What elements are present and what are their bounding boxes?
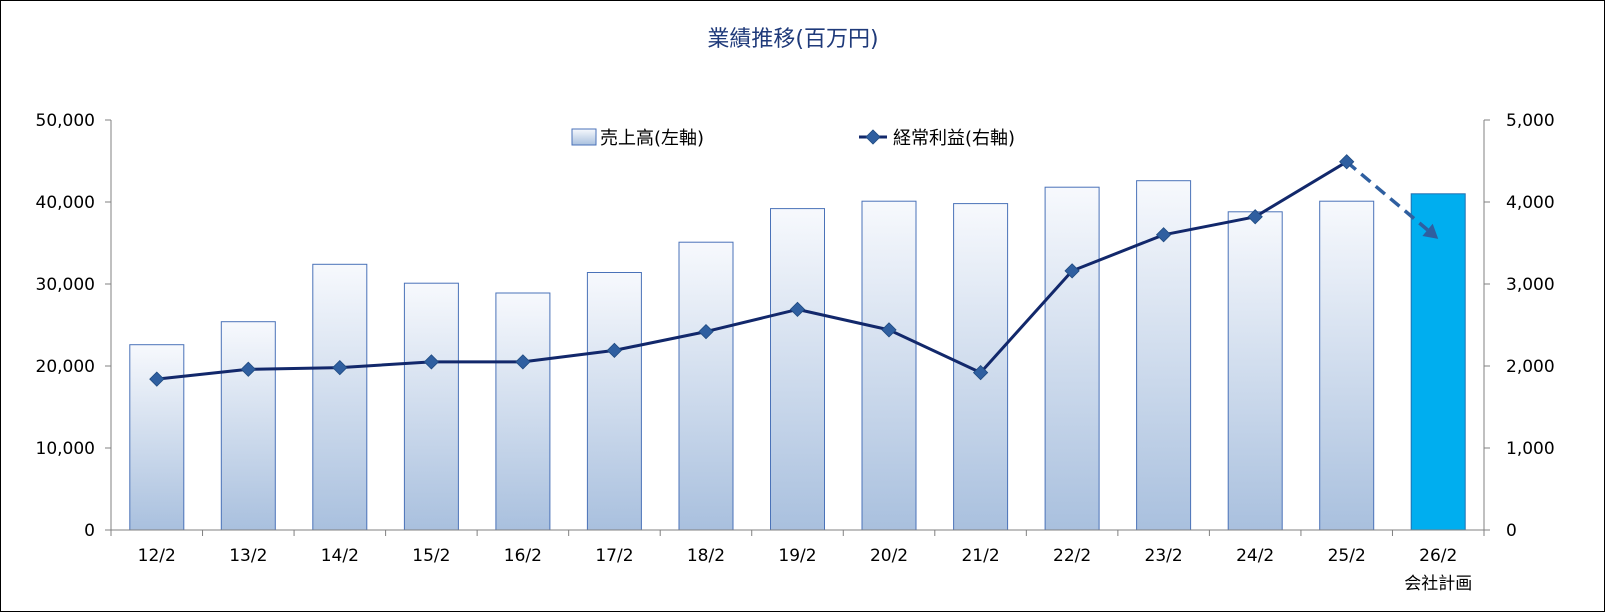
marker-profit-19-2	[789, 301, 806, 318]
bar-sales-22-2	[1044, 186, 1100, 531]
y-left-tick-label: 30,000	[36, 275, 95, 295]
marker-profit-25-2	[1339, 154, 1355, 170]
marker-profit-23-2	[1155, 227, 1172, 243]
x-tick-label: 23/2	[1145, 546, 1183, 566]
legend-swatch-sales	[571, 128, 597, 146]
y-right-tick-label: 3,000	[1506, 275, 1555, 295]
marker-profit-17-2	[606, 342, 623, 359]
marker-profit-15-2	[423, 354, 440, 370]
bar-sales-20-2	[861, 200, 917, 531]
x-tick-label: 26/2	[1419, 546, 1457, 566]
x-tick-label: 21/2	[961, 546, 999, 566]
y-right-tick-label: 4,000	[1506, 193, 1555, 213]
bar-sales-16-2	[495, 292, 551, 531]
x-tick-label: 12/2	[138, 546, 176, 566]
marker-profit-13-2	[240, 361, 256, 377]
chart-title: 業績推移(百万円)	[707, 27, 878, 52]
legend-label-profit: 経常利益(右軸)	[893, 128, 1015, 149]
y-left-tick-label: 0	[84, 521, 95, 541]
x-tick-label: 18/2	[687, 546, 725, 566]
bar-sales-17-2	[586, 272, 642, 531]
x-tick-label: 24/2	[1236, 546, 1274, 566]
marker-profit-24-2	[1247, 209, 1263, 225]
marker-profit-14-2	[332, 359, 348, 376]
bar-sales-18-2	[678, 241, 734, 531]
marker-profit-16-2	[515, 354, 531, 370]
x-tick-label: 19/2	[778, 546, 816, 566]
y-left-tick-label: 20,000	[36, 357, 95, 377]
bar-sales-15-2	[403, 282, 459, 531]
x-tick-label: 15/2	[412, 546, 450, 566]
legend-label-sales: 売上高(左軸)	[600, 128, 704, 149]
marker-profit-21-2	[972, 364, 989, 381]
x-tick-label: 14/2	[321, 546, 359, 566]
marker-profit-18-2	[698, 323, 714, 340]
y-left-tick-label: 40,000	[36, 193, 95, 213]
y-left-tick-label: 50,000	[36, 111, 95, 131]
x-tick-label: 16/2	[504, 546, 542, 566]
x-tick-label: 25/2	[1328, 546, 1366, 566]
legend-swatch-profit-marker	[865, 129, 881, 145]
bar-sales-26-2	[1410, 193, 1466, 531]
marker-profit-20-2	[881, 322, 897, 338]
bar-sales-24-2	[1227, 211, 1283, 531]
y-right-tick-label: 2,000	[1506, 357, 1555, 377]
forecast-arrowhead	[1422, 223, 1439, 239]
line-profit	[156, 160, 1348, 381]
bar-sales-25-2	[1319, 200, 1375, 531]
x-tick-label: 22/2	[1053, 546, 1091, 566]
bar-sales-19-2	[770, 208, 825, 531]
y-left-tick-label: 10,000	[36, 439, 95, 459]
y-right-tick-label: 5,000	[1506, 111, 1555, 131]
x-tick-label: 13/2	[229, 546, 267, 566]
legend: 売上高(左軸) 経常利益(右軸)	[571, 128, 1015, 149]
marker-profit-12-2	[149, 371, 165, 387]
y-right-tick-label: 1,000	[1506, 439, 1555, 459]
x-tick-sublabel: 会社計画	[1404, 574, 1472, 594]
bar-sales-14-2	[312, 263, 368, 531]
x-tick-label: 20/2	[870, 546, 908, 566]
y-right-tick-label: 0	[1506, 521, 1517, 541]
x-tick-label: 17/2	[595, 546, 633, 566]
marker-profit-22-2	[1064, 263, 1080, 279]
bar-sales-13-2	[220, 321, 276, 531]
